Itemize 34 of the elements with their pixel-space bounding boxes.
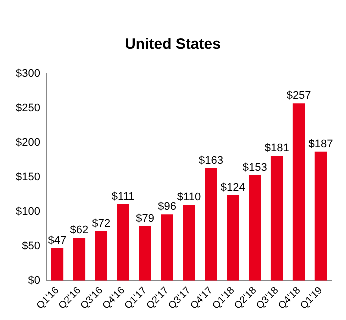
bar xyxy=(95,231,108,281)
bar xyxy=(292,104,306,281)
bar xyxy=(183,205,196,281)
bar xyxy=(227,195,240,281)
data-label: $96 xyxy=(158,201,176,214)
data-label: $111 xyxy=(112,190,135,203)
data-label: $257 xyxy=(286,90,312,102)
chart-title: United States xyxy=(124,36,222,53)
bar xyxy=(161,214,174,281)
data-label: $124 xyxy=(220,182,246,194)
bar xyxy=(73,238,86,281)
y-tick-label: $100 xyxy=(16,206,40,218)
y-tick-label: $150 xyxy=(16,171,40,184)
data-label: $72 xyxy=(92,218,111,230)
data-label: $181 xyxy=(264,142,290,155)
bar xyxy=(314,152,328,281)
y-tick-label: $50 xyxy=(22,240,40,252)
y-tick-label: $300 xyxy=(16,68,40,80)
bar xyxy=(270,156,284,281)
y-tick-label: $0 xyxy=(28,274,40,287)
bar xyxy=(51,248,64,281)
bar xyxy=(205,168,218,281)
y-tick-label: $250 xyxy=(16,102,40,115)
data-label: $163 xyxy=(198,155,224,167)
data-label: $62 xyxy=(70,224,89,237)
data-label: $110 xyxy=(177,192,202,204)
bar xyxy=(249,175,262,281)
data-label: $187 xyxy=(308,138,334,150)
data-label: $47 xyxy=(48,234,67,247)
bar xyxy=(139,226,152,281)
data-label: $79 xyxy=(136,212,154,225)
bar xyxy=(117,204,130,281)
data-label: $153 xyxy=(242,162,268,174)
y-tick-label: $200 xyxy=(16,136,40,149)
